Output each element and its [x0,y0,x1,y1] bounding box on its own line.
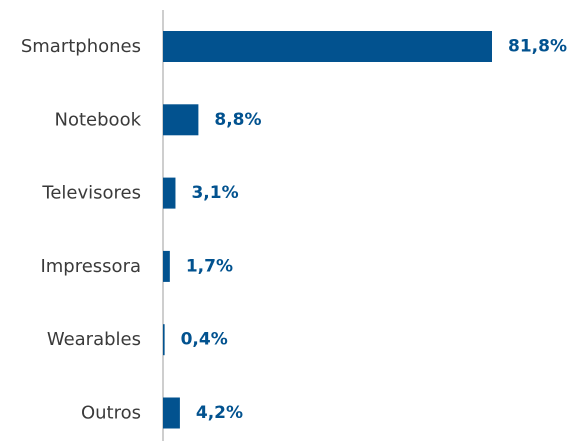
value-label: 4,2% [196,403,243,423]
bar [163,31,492,62]
bar [163,177,176,209]
bars-layer [163,31,492,429]
value-label: 0,4% [181,330,228,350]
bar [163,397,180,429]
category-label: Impressora [40,256,141,277]
value-label: 1,7% [186,256,233,276]
value-label: 81,8% [508,37,567,57]
labels-layer: Smartphones 81,8% Notebook 8,8% Televisores 3… [21,36,567,424]
category-label: Televisores [41,183,141,204]
bar [163,104,199,136]
bar [163,250,170,282]
category-label: Outros [81,403,141,424]
bar [163,324,165,356]
value-label: 3,1% [191,183,238,203]
value-label: 8,8% [214,110,261,130]
category-label: Notebook [55,109,142,130]
category-label: Smartphones [21,36,141,57]
category-label: Wearables [47,329,141,350]
